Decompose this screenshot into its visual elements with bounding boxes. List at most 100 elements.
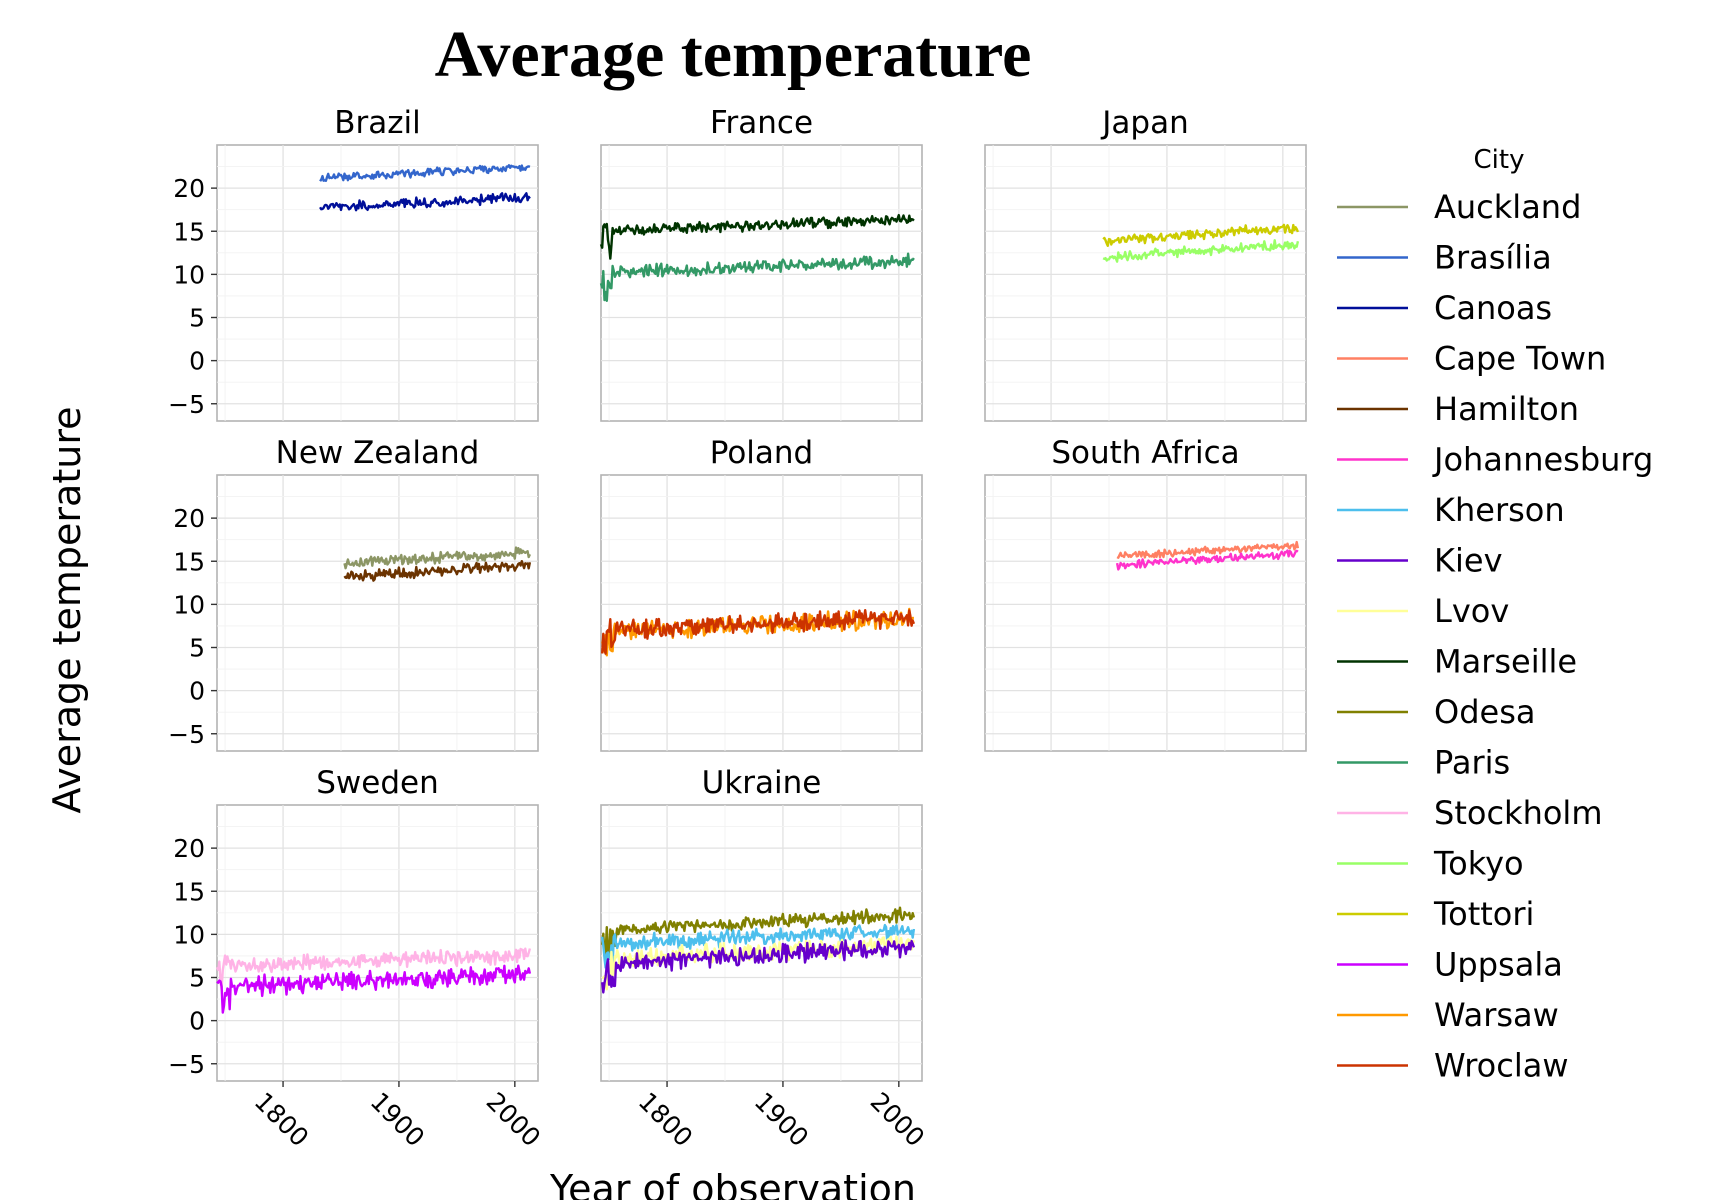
series-line-canoas bbox=[319, 192, 531, 212]
legend-item-johannesburg: Johannesburg bbox=[1337, 441, 1653, 479]
panel-background bbox=[216, 804, 539, 1082]
facet-title-poland: Poland bbox=[710, 435, 814, 471]
legend-label: Kiev bbox=[1434, 542, 1503, 580]
facet-title-france: France bbox=[710, 105, 813, 141]
series-line-stockholm bbox=[215, 947, 532, 991]
y-tick-label: 15 bbox=[173, 547, 205, 576]
legend-label: Uppsala bbox=[1434, 946, 1563, 984]
legend-item-wroclaw: Wroclaw bbox=[1337, 1047, 1569, 1085]
legend-label: Paris bbox=[1434, 744, 1510, 782]
facet-poland: Poland bbox=[600, 435, 923, 752]
legend-item-canoas: Canoas bbox=[1337, 289, 1552, 327]
facet-title-sweden: Sweden bbox=[316, 765, 439, 801]
legend-item-kherson: Kherson bbox=[1337, 491, 1565, 529]
legend-item-marseille: Marseille bbox=[1337, 643, 1577, 681]
series-line-brasilia bbox=[319, 164, 531, 183]
panel-grid bbox=[985, 145, 1306, 421]
y-tick-label: 5 bbox=[189, 634, 205, 663]
legend-item-tokyo: Tokyo bbox=[1337, 845, 1524, 883]
legend-item-cape-town: Cape Town bbox=[1337, 340, 1606, 378]
facet-japan: Japan bbox=[984, 105, 1307, 422]
panel-grid bbox=[217, 475, 538, 751]
legend-label: Stockholm bbox=[1434, 794, 1602, 832]
panel-background bbox=[984, 474, 1307, 752]
series-line-marseille bbox=[599, 213, 915, 260]
panel-grid bbox=[985, 475, 1306, 751]
series-line-johannesburg bbox=[1115, 549, 1299, 571]
facets-layer: Brazil −5 0 5 10 15 20 France Japan New Zealand −5… bbox=[168, 105, 1307, 1152]
facet-title-south-africa: South Africa bbox=[1051, 435, 1239, 471]
panel-background bbox=[984, 144, 1307, 422]
legend-item-brasilia: Brasília bbox=[1337, 239, 1552, 277]
panel-grid bbox=[217, 145, 538, 421]
facet-france: France bbox=[599, 105, 923, 422]
x-tick-label: 1800 bbox=[633, 1087, 698, 1152]
series-line-tottori bbox=[1102, 223, 1300, 248]
legend-label: Wroclaw bbox=[1434, 1047, 1569, 1085]
x-axis-title: Year of observation bbox=[549, 1167, 916, 1200]
facet-new-zealand: New Zealand −5 0 5 10 15 20 bbox=[168, 435, 539, 752]
y-tick-label: 0 bbox=[189, 677, 205, 706]
series-line-cape-town bbox=[1116, 540, 1300, 559]
series-line-auckland bbox=[343, 546, 531, 570]
y-tick-label: 5 bbox=[189, 304, 205, 333]
legend-item-hamilton: Hamilton bbox=[1337, 390, 1579, 428]
panel-background bbox=[216, 144, 539, 422]
panel-background bbox=[600, 474, 923, 752]
series-line-uppsala bbox=[216, 964, 532, 1014]
y-axis-title-group: Average temperature bbox=[45, 407, 89, 814]
facet-brazil: Brazil −5 0 5 10 15 20 bbox=[168, 105, 539, 422]
x-tick-label: 2000 bbox=[481, 1087, 546, 1152]
legend-label: Hamilton bbox=[1434, 390, 1579, 428]
facet-sweden: Sweden −5 0 5 10 15 20 1800 1900 2000 bbox=[168, 765, 546, 1152]
x-tick-label: 1900 bbox=[749, 1087, 814, 1152]
y-tick-label: 20 bbox=[173, 834, 205, 863]
facet-title-ukraine: Ukraine bbox=[702, 765, 822, 801]
legend-label: Cape Town bbox=[1434, 340, 1606, 378]
legend-label: Tokyo bbox=[1433, 845, 1524, 883]
y-tick-label: 15 bbox=[173, 877, 205, 906]
legend-item-tottori: Tottori bbox=[1337, 895, 1534, 933]
legend-title: City bbox=[1474, 145, 1525, 175]
legend-label: Canoas bbox=[1434, 289, 1552, 327]
legend-label: Auckland bbox=[1434, 188, 1581, 226]
y-tick-label: 20 bbox=[173, 504, 205, 533]
legend-label: Marseille bbox=[1434, 643, 1577, 681]
legend-item-paris: Paris bbox=[1337, 744, 1510, 782]
legend-item-warsaw: Warsaw bbox=[1337, 996, 1559, 1034]
legend-label: Kherson bbox=[1434, 491, 1565, 529]
panel-background bbox=[216, 474, 539, 752]
x-tick-label: 1900 bbox=[365, 1087, 430, 1152]
facet-title-new-zealand: New Zealand bbox=[276, 435, 480, 471]
y-tick-label: 10 bbox=[173, 920, 205, 949]
x-tick-label: 2000 bbox=[865, 1087, 930, 1152]
facet-title-japan: Japan bbox=[1100, 105, 1188, 141]
legend-item-auckland: Auckland bbox=[1337, 188, 1581, 226]
legend-label: Johannesburg bbox=[1432, 441, 1653, 479]
legend-item-kiev: Kiev bbox=[1337, 542, 1503, 580]
y-axis-title: Average temperature bbox=[45, 407, 89, 814]
series-line-tokyo bbox=[1102, 239, 1300, 263]
legend-label: Odesa bbox=[1434, 693, 1535, 731]
panel-grid bbox=[601, 145, 922, 421]
chart-title: Average temperature bbox=[435, 18, 1032, 91]
y-tick-label: 15 bbox=[173, 217, 205, 246]
legend-label: Lvov bbox=[1434, 592, 1509, 630]
legend-item-stockholm: Stockholm bbox=[1337, 794, 1602, 832]
y-tick-label: 10 bbox=[173, 260, 205, 289]
y-tick-label: 5 bbox=[189, 964, 205, 993]
legend-item-uppsala: Uppsala bbox=[1337, 946, 1563, 984]
series-line-paris bbox=[599, 252, 915, 302]
facet-south-africa: South Africa bbox=[984, 435, 1307, 752]
facet-title-brazil: Brazil bbox=[334, 105, 421, 141]
series-line-odesa bbox=[601, 906, 916, 960]
series-line-hamilton bbox=[343, 560, 532, 582]
y-tick-label: 20 bbox=[173, 174, 205, 203]
y-tick-label: −5 bbox=[168, 390, 205, 419]
legend-label: Tottori bbox=[1433, 895, 1534, 933]
y-tick-label: −5 bbox=[168, 1050, 205, 1079]
y-tick-label: 0 bbox=[189, 1007, 205, 1036]
y-tick-label: 0 bbox=[189, 347, 205, 376]
